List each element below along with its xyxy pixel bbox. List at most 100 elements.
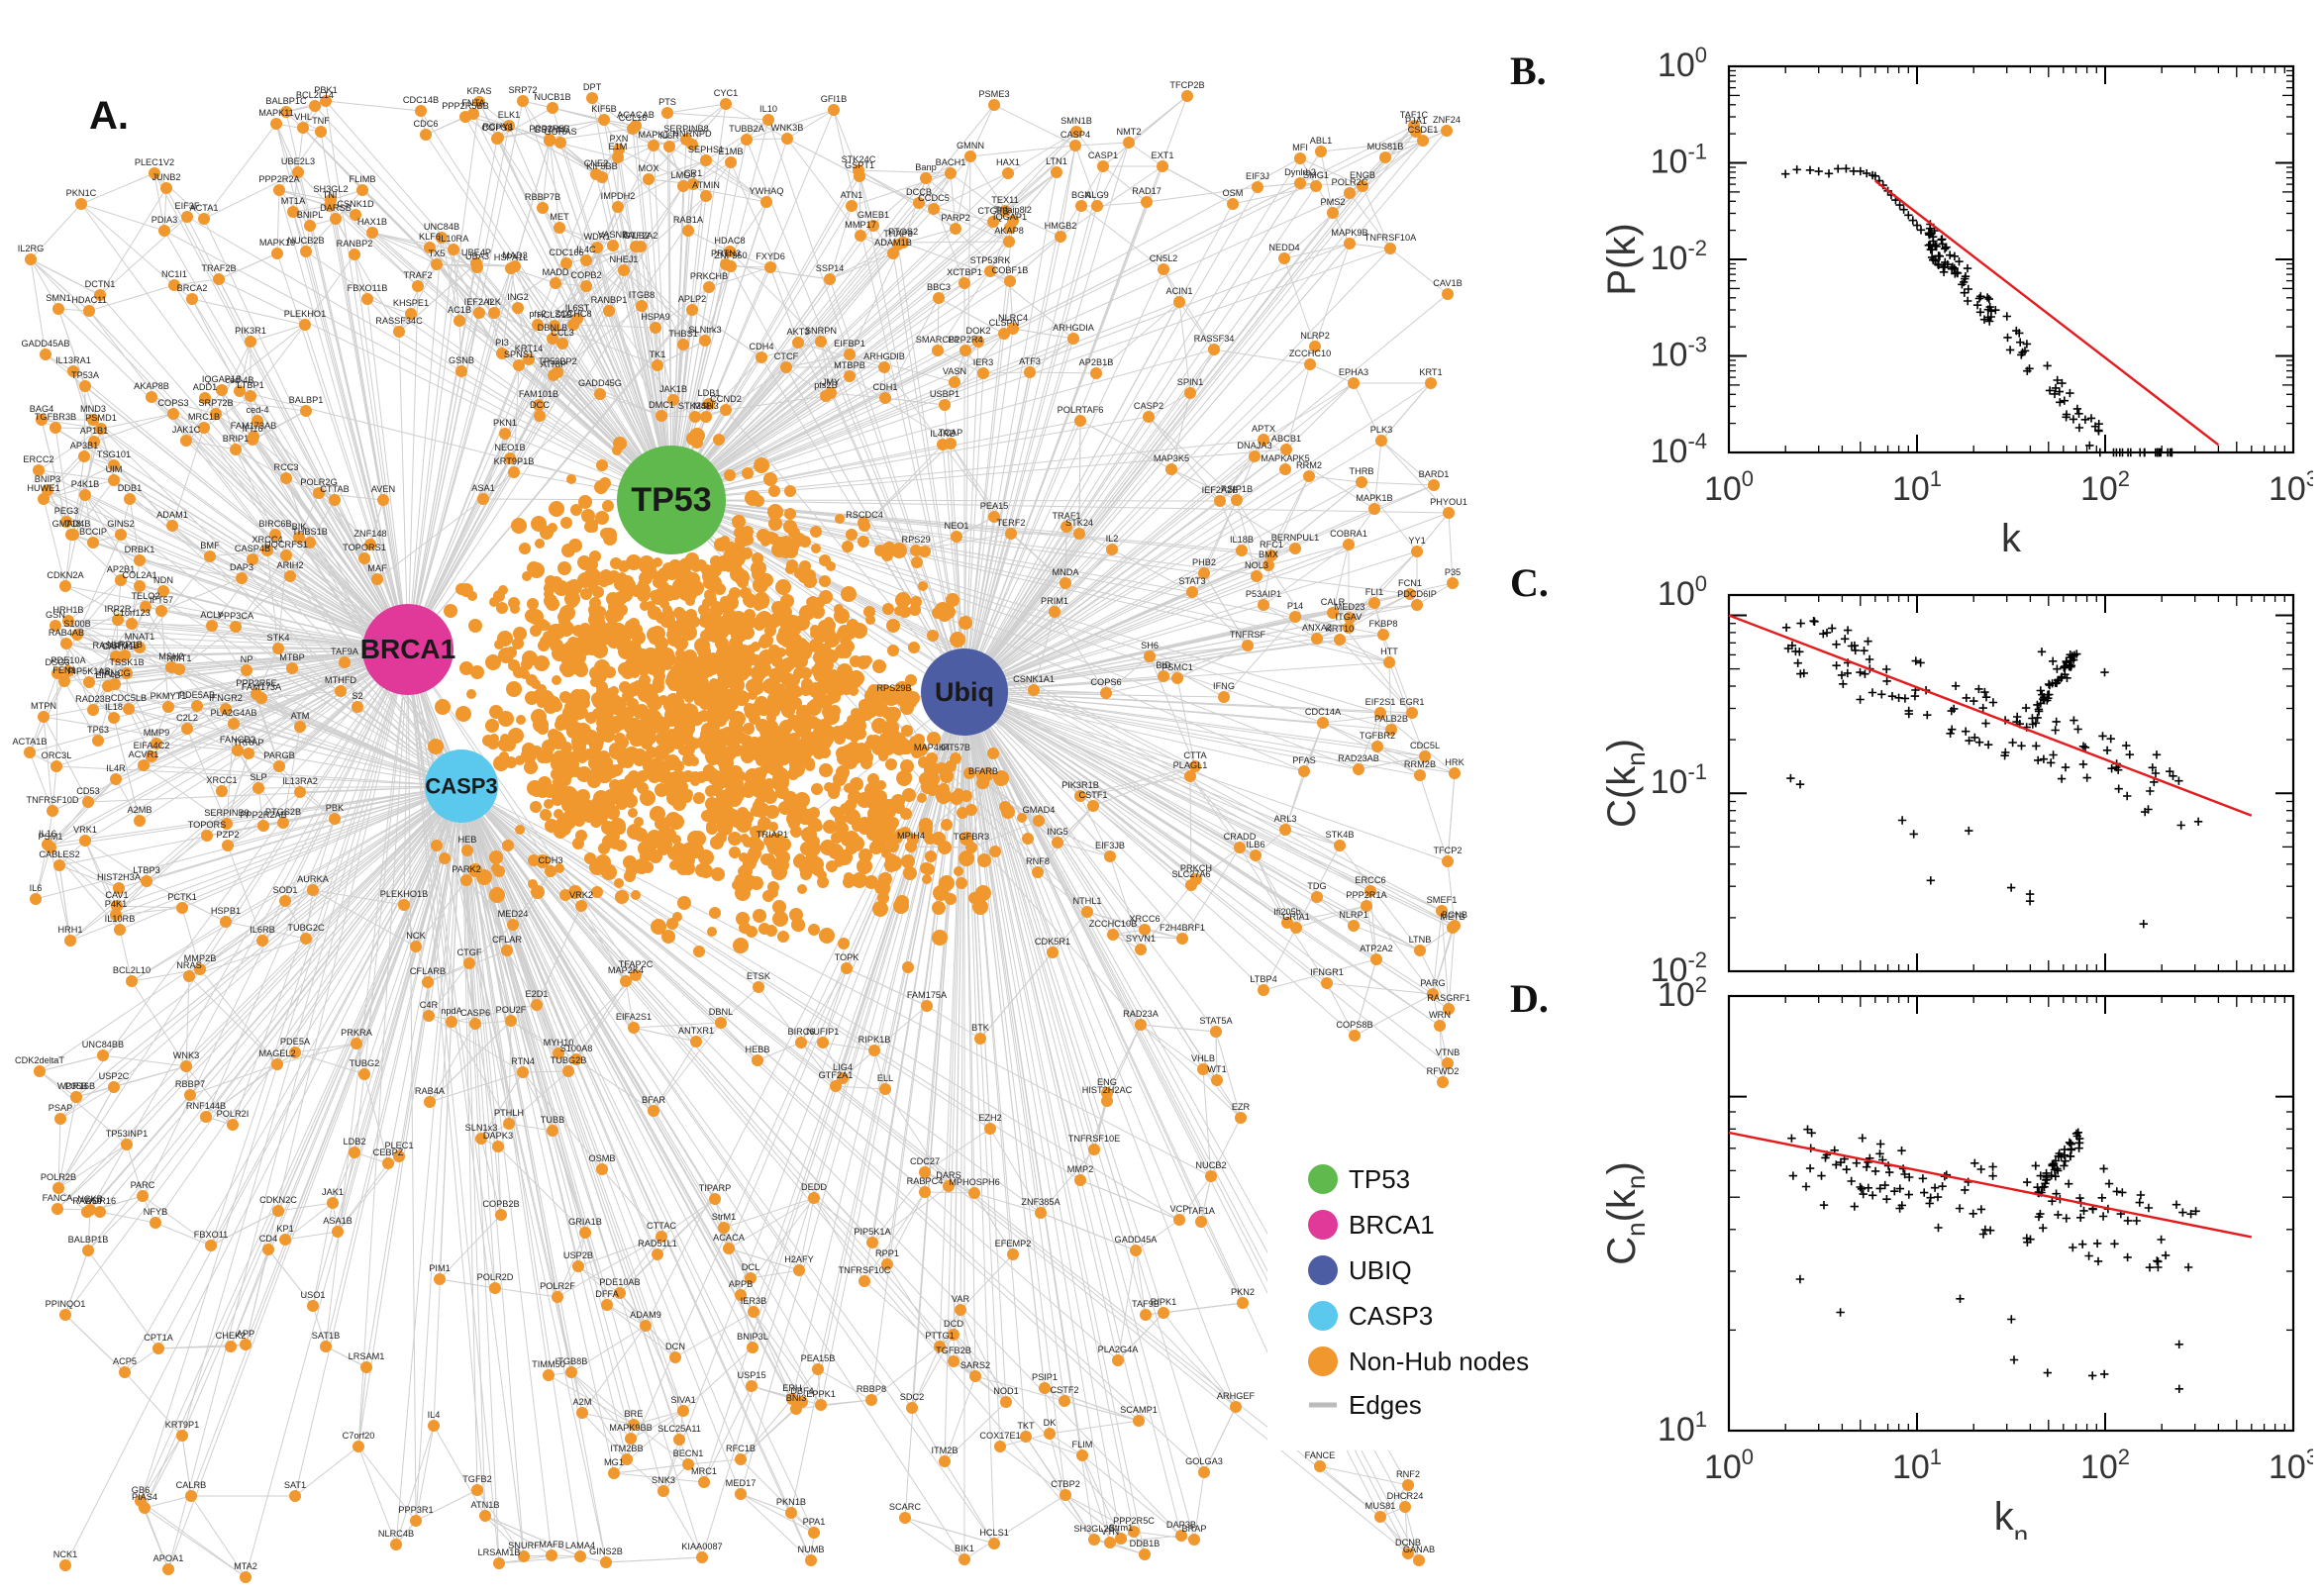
svg-text:TNFRSF: TNFRSF (1230, 630, 1266, 640)
svg-text:RAD51L1: RAD51L1 (638, 1239, 677, 1248)
svg-text:RSCDC4: RSCDC4 (846, 510, 883, 520)
svg-text:ZNF385A: ZNF385A (1021, 1197, 1060, 1207)
svg-text:FAM175A: FAM175A (907, 990, 948, 1000)
svg-text:TOPK: TOPK (835, 952, 860, 962)
svg-text:StrM1: StrM1 (712, 1212, 737, 1222)
svg-text:PLAGL1: PLAGL1 (1173, 760, 1208, 770)
svg-text:CTCF: CTCF (774, 351, 799, 361)
svg-text:USBP1: USBP1 (930, 389, 960, 399)
svg-text:BMX: BMX (1259, 549, 1278, 559)
svg-text:RAB4A: RAB4A (415, 1086, 446, 1096)
svg-text:KP1: KP1 (276, 1224, 293, 1234)
svg-text:NOL3: NOL3 (1245, 560, 1268, 570)
svg-text:CDKN2C: CDKN2C (259, 1195, 297, 1205)
svg-text:COBF1B: COBF1B (992, 265, 1029, 275)
svg-text:AKAP8: AKAP8 (994, 226, 1024, 236)
svg-text:NP: NP (241, 654, 253, 664)
svg-text:VRK2: VRK2 (569, 890, 593, 900)
svg-text:C2L2: C2L2 (176, 713, 198, 723)
svg-text:CASP2: CASP2 (1134, 401, 1163, 411)
svg-text:SSP14: SSP14 (816, 263, 845, 273)
svg-text:ING2: ING2 (507, 292, 528, 302)
svg-text:S2: S2 (352, 691, 362, 701)
svg-text:WT1: WT1 (1207, 1064, 1226, 1074)
svg-text:HMGB2: HMGB2 (1045, 221, 1077, 231)
svg-text:CTTA: CTTA (1183, 750, 1207, 760)
svg-text:COPB2: COPB2 (570, 270, 601, 280)
svg-text:NUFIP1: NUFIP1 (807, 1027, 840, 1037)
svg-text:ACIN1: ACIN1 (1165, 286, 1192, 296)
svg-text:PKMYT1: PKMYT1 (151, 691, 187, 701)
svg-text:RTN4: RTN4 (511, 1056, 535, 1066)
svg-text:PKN1: PKN1 (493, 418, 517, 428)
svg-text:SH6: SH6 (1141, 641, 1159, 650)
svg-text:ITGB8: ITGB8 (629, 290, 656, 300)
svg-text:DCL: DCL (742, 1262, 759, 1272)
svg-text:EIFA2S1: EIFA2S1 (616, 1012, 652, 1022)
svg-text:SLP: SLP (250, 772, 266, 782)
svg-text:MAP2K4: MAP2K4 (608, 965, 644, 975)
svg-text:IFNG: IFNG (1213, 681, 1235, 691)
svg-text:PDE10AB: PDE10AB (599, 1277, 640, 1287)
svg-text:PRIM1: PRIM1 (1041, 596, 1068, 606)
svg-text:PIK3R1B: PIK3R1B (1061, 780, 1099, 790)
svg-text:RANBP2: RANBP2 (337, 239, 373, 249)
svg-text:TNFRSF10C: TNFRSF10C (838, 1265, 890, 1275)
svg-text:RAD23A: RAD23A (1123, 1009, 1160, 1019)
svg-text:SPIN1: SPIN1 (1177, 377, 1204, 387)
svg-text:BRCA2: BRCA2 (177, 283, 208, 293)
svg-text:RASSF34: RASSF34 (1194, 334, 1235, 344)
svg-text:MAPK10: MAPK10 (259, 238, 295, 248)
svg-text:BALBP1: BALBP1 (289, 395, 324, 405)
svg-text:PLEKHO1: PLEKHO1 (284, 309, 326, 319)
svg-text:EZR: EZR (1232, 1102, 1251, 1112)
svg-text:POLR2D: POLR2D (477, 1272, 514, 1282)
svg-text:COPS6: COPS6 (1090, 677, 1121, 687)
svg-text:EZH2: EZH2 (978, 1113, 1002, 1123)
svg-text:GRIA1B: GRIA1B (568, 1217, 602, 1227)
svg-text:ACLY: ACLY (200, 610, 223, 620)
svg-text:CDH3: CDH3 (538, 855, 562, 865)
svg-text:ADAM9: ADAM9 (630, 1310, 661, 1320)
svg-text:CDC27: CDC27 (910, 1156, 940, 1166)
svg-text:LDB1: LDB1 (698, 388, 721, 398)
svg-text:PSMC1: PSMC1 (1162, 662, 1193, 672)
svg-text:PARK2: PARK2 (452, 864, 480, 874)
svg-text:SLC27A6: SLC27A6 (1171, 869, 1210, 879)
svg-text:AP2B1B: AP2B1B (1079, 357, 1114, 367)
svg-text:RASSF34C: RASSF34C (375, 316, 423, 326)
svg-text:FBXO11B: FBXO11B (348, 283, 388, 293)
svg-text:SNRPN: SNRPN (805, 326, 837, 336)
svg-text:ACACA: ACACA (713, 1233, 746, 1243)
svg-text:TK1: TK1 (650, 349, 666, 359)
svg-text:ADD1: ADD1 (193, 382, 218, 392)
svg-text:DCD: DCD (944, 1319, 963, 1329)
svg-text:NCK: NCK (406, 931, 426, 941)
svg-text:MTBPB: MTBPB (834, 360, 865, 370)
svg-text:RIPK1B: RIPK1B (858, 1035, 891, 1045)
svg-text:JMY: JMY (822, 377, 840, 387)
svg-text:ARIH2: ARIH2 (276, 560, 303, 570)
svg-text:C4R: C4R (420, 1000, 439, 1010)
svg-text:PDE5A: PDE5A (280, 1037, 311, 1047)
svg-text:TUBG2: TUBG2 (350, 1058, 380, 1068)
svg-text:SPNS1: SPNS1 (504, 349, 534, 359)
svg-text:RPS29B: RPS29B (876, 683, 911, 693)
svg-text:CASP4B: CASP4B (235, 544, 270, 553)
svg-text:DFFA: DFFA (595, 1289, 619, 1299)
svg-text:RNF8: RNF8 (1026, 856, 1050, 866)
svg-text:CFLAR: CFLAR (492, 935, 522, 945)
svg-text:PPP2R4: PPP2R4 (948, 335, 982, 345)
svg-text:TRAF2B: TRAF2B (201, 263, 236, 273)
svg-text:S100A8: S100A8 (560, 1044, 593, 1053)
svg-text:PRKCHB: PRKCHB (690, 271, 728, 281)
svg-text:COPB2B: COPB2B (482, 1199, 519, 1209)
svg-text:NEO1: NEO1 (944, 521, 968, 531)
svg-text:IL13RA2: IL13RA2 (282, 776, 318, 786)
svg-text:GTF2A1: GTF2A1 (819, 1070, 854, 1080)
svg-text:MMP2: MMP2 (1067, 1164, 1094, 1174)
svg-text:MTHFD: MTHFD (325, 675, 357, 685)
svg-text:CLSPN: CLSPN (989, 318, 1020, 328)
svg-text:FAM101B: FAM101B (519, 389, 558, 399)
svg-text:PI3: PI3 (495, 338, 509, 348)
